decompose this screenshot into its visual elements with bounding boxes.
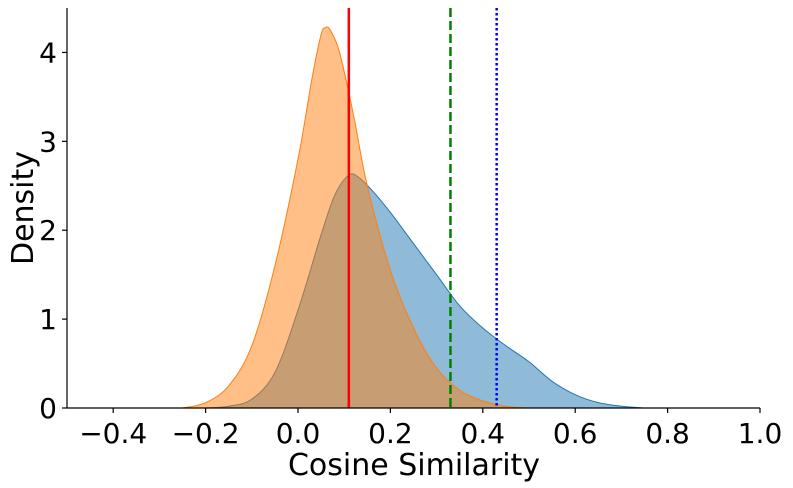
x-tick-label: −0.2: [172, 417, 240, 450]
y-tick-label: 0: [39, 392, 57, 425]
y-tick-label: 3: [39, 125, 57, 158]
density-areas: [182, 26, 645, 409]
x-tick-label: 0.0: [276, 417, 321, 450]
x-tick-label: 0.2: [368, 417, 413, 450]
x-tick-label: 0.6: [553, 417, 598, 450]
y-tick-label: 1: [39, 303, 57, 336]
reference-lines: [347, 8, 498, 408]
y-tick-label: 4: [39, 36, 57, 69]
x-tick-label: 0.8: [645, 417, 690, 450]
x-ticks: −0.4 −0.2 0.0 0.2 0.4 0.6 0.8 1.0: [79, 408, 782, 450]
x-axis-title: Cosine Similarity: [288, 448, 540, 483]
density-curve-1: [182, 26, 530, 409]
y-ticks: 0 1 2 3 4: [39, 36, 67, 425]
x-tick-label: 1.0: [738, 417, 783, 450]
density-area-1: [182, 26, 529, 409]
axes: [66, 8, 760, 409]
y-tick-label: 2: [39, 214, 57, 247]
y-axis-title: Density: [6, 151, 41, 265]
x-tick-label: 0.4: [461, 417, 506, 450]
x-tick-label: −0.4: [79, 417, 147, 450]
